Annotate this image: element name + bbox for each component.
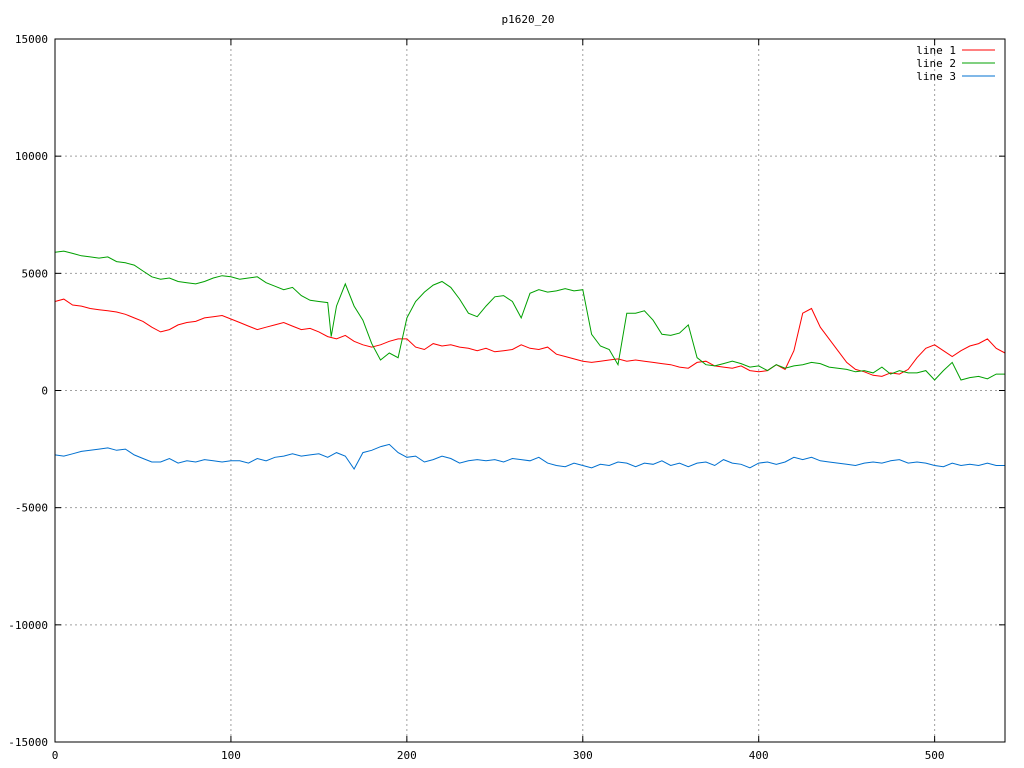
plot-frame bbox=[54, 38, 1006, 743]
legend-label-3: line 3 bbox=[916, 70, 956, 83]
y-tick-label: 5000 bbox=[22, 267, 49, 280]
legend-label-2: line 2 bbox=[916, 57, 956, 70]
axes: -15000 -10000 -5000 0 5000 10000 15000 0 100 200 3… bbox=[8, 33, 1005, 762]
chart-title: p1620_20 bbox=[502, 13, 555, 26]
series-line-2 bbox=[54, 250, 1005, 381]
y-tick-label: 0 bbox=[41, 385, 48, 398]
series-line-1 bbox=[54, 298, 1006, 377]
x-tick-label: 100 bbox=[221, 749, 241, 762]
series-group bbox=[54, 250, 1006, 470]
x-tick-label: 0 bbox=[52, 749, 59, 762]
x-tick-label: 200 bbox=[397, 749, 417, 762]
y-tick-label: 15000 bbox=[15, 33, 48, 46]
grid bbox=[55, 39, 1005, 742]
y-tick-label: 10000 bbox=[15, 150, 48, 163]
x-tick-label: 300 bbox=[573, 749, 593, 762]
series-line-3 bbox=[54, 443, 1005, 470]
x-tick-label: 500 bbox=[925, 749, 945, 762]
y-tick-label: -10000 bbox=[8, 619, 48, 632]
x-tick-label: 400 bbox=[749, 749, 769, 762]
legend-label-1: line 1 bbox=[916, 44, 956, 57]
y-tick-label: -5000 bbox=[15, 502, 48, 515]
y-tick-label: -15000 bbox=[8, 736, 48, 749]
